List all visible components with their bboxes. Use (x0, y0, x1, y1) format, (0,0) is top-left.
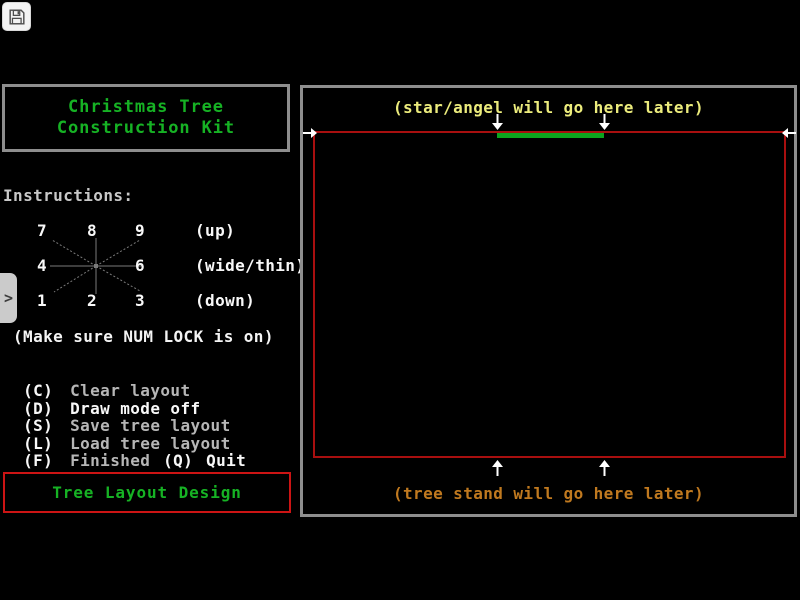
command-label: Save tree layout (70, 416, 231, 435)
arrow-right-icon (303, 127, 318, 139)
arrow-up-icon (491, 459, 504, 476)
numpad-key-2: 2 (87, 291, 98, 310)
mode-box: Tree Layout Design (3, 472, 291, 513)
command-label: Clear layout (70, 381, 191, 400)
tree-draw-area[interactable] (313, 131, 786, 458)
command-key: (C) (23, 381, 54, 400)
mode-box-label: Tree Layout Design (52, 483, 242, 502)
command-draw-mode: (D) Draw mode off (3, 380, 201, 418)
arrow-left-icon (781, 127, 796, 139)
chevron-right-icon: > (3, 289, 14, 307)
command-key: (S) (23, 416, 54, 435)
command-save-tree: (S) Save tree layout (3, 397, 231, 435)
numpad-diagram-lines (50, 238, 142, 294)
tree-top-segment (497, 133, 604, 138)
floppy-disk-icon (7, 7, 27, 27)
app-title-box: Christmas Tree Construction Kit (2, 84, 290, 152)
instructions-heading: Instructions: (3, 186, 134, 205)
command-key: (D) (23, 399, 54, 418)
numpad-key-1: 1 (37, 291, 48, 310)
command-load-tree: (L) Load tree layout (3, 415, 231, 453)
arrow-down-icon (491, 114, 504, 131)
arrow-up-icon (598, 459, 611, 476)
command-key: (F) (23, 451, 54, 470)
numpad-label-wide-thin: (wide/thin) (195, 256, 306, 275)
command-key-quit: (Q) (163, 451, 194, 470)
sidebar-expander-tab[interactable]: > (0, 273, 17, 323)
command-key: (L) (23, 434, 54, 453)
stand-placeholder-note: (tree stand will go here later) (392, 484, 705, 503)
command-label-quit: Quit (206, 451, 247, 470)
numpad-key-4: 4 (37, 256, 48, 275)
arrow-down-icon (598, 114, 611, 131)
numpad-label-down: (down) (195, 291, 256, 310)
app-title-line1: Christmas Tree (68, 97, 224, 117)
command-finished-quit: (F) Finished (Q) Quit (3, 432, 246, 470)
app-title-line2: Construction Kit (56, 118, 236, 138)
tree-canvas-panel: (star/angel will go here later) (tree st… (300, 85, 797, 517)
command-label: Finished (70, 451, 151, 470)
numpad-key-7: 7 (37, 221, 48, 240)
numpad-key-3: 3 (135, 291, 146, 310)
numpad-key-8: 8 (87, 221, 98, 240)
save-button[interactable] (2, 2, 31, 31)
star-placeholder-note: (star/angel will go here later) (392, 98, 705, 117)
numpad-label-up: (up) (195, 221, 236, 240)
numlock-note: (Make sure NUM LOCK is on) (13, 327, 274, 346)
command-label: Load tree layout (70, 434, 231, 453)
command-clear-layout: (C) Clear layout (3, 362, 190, 400)
numpad-key-9: 9 (135, 221, 146, 240)
command-label: Draw mode off (70, 399, 201, 418)
numpad-key-6: 6 (135, 256, 146, 275)
